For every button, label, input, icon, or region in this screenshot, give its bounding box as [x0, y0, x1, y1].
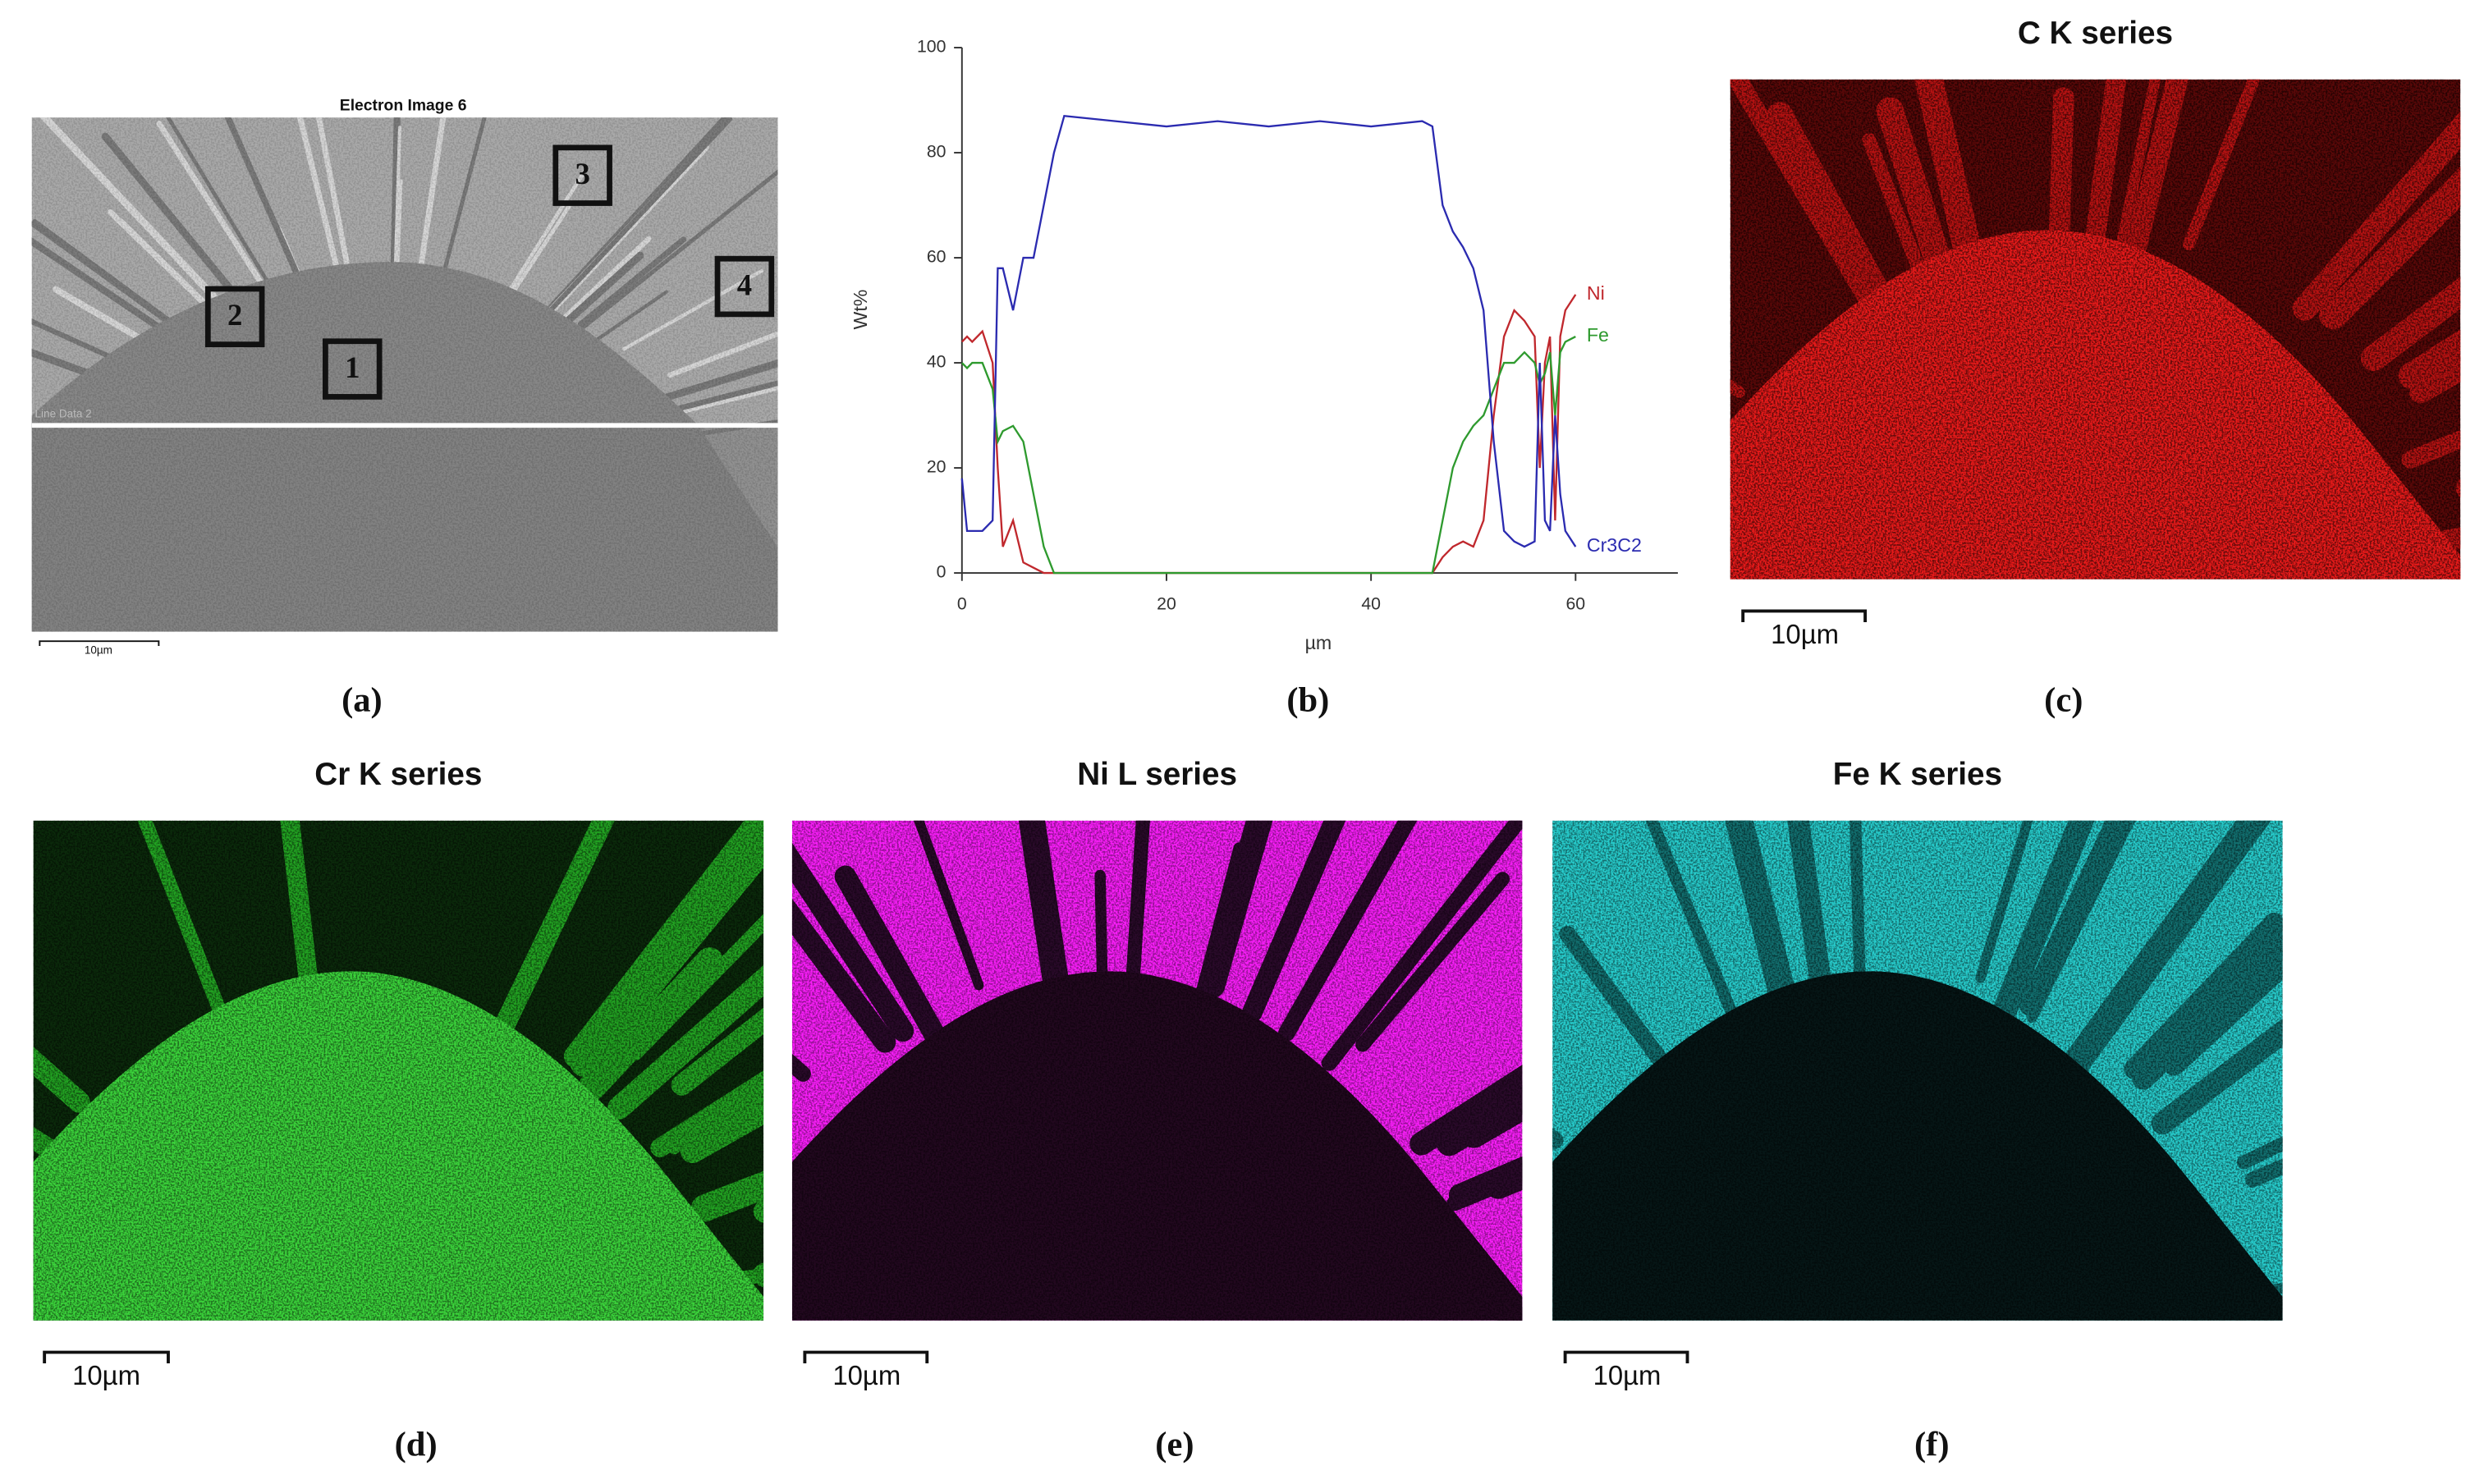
scale-bar	[803, 1350, 929, 1364]
dendrite	[2262, 1283, 2283, 1296]
series-line	[960, 336, 1576, 575]
speckle	[1552, 820, 2283, 1321]
dendrite	[2483, 487, 2489, 538]
speckle	[31, 117, 778, 632]
x-tick-label: 40	[1361, 593, 1381, 613]
y-axis-label: Wt%	[850, 290, 871, 330]
speckle	[791, 820, 1523, 1321]
region-box	[204, 286, 265, 347]
x-tick-label: 20	[1157, 593, 1176, 613]
panel-label: (f)	[1914, 1425, 1950, 1463]
series-line	[960, 294, 1577, 575]
panel-title: C K series	[2018, 16, 2173, 51]
y-tick-label: 100	[917, 37, 946, 57]
y-tick-label: 0	[937, 562, 947, 582]
series-line	[960, 114, 1577, 548]
region-number: 2	[227, 298, 242, 332]
region-number: 4	[737, 268, 752, 301]
series-label: Fe	[1587, 324, 1609, 346]
panel-label: (a)	[341, 680, 383, 719]
scale-bar	[43, 1350, 170, 1364]
scale-bar	[1563, 1350, 1689, 1364]
region-number: 3	[575, 157, 589, 190]
speckle	[1730, 79, 2461, 579]
panel-title: Cr K series	[314, 757, 482, 792]
x-tick-label: 0	[957, 593, 967, 613]
panel-label: (c)	[2044, 680, 2083, 719]
line-label: Line Data 2	[35, 407, 92, 419]
image-panel	[33, 820, 764, 1321]
speckle	[33, 820, 764, 1321]
image-panel	[791, 820, 1523, 1321]
dendrite	[2455, 479, 2461, 497]
scale-bar	[1741, 609, 1867, 623]
panel-title: Ni L series	[1077, 757, 1237, 792]
y-tick-label: 20	[927, 457, 947, 477]
series-label: Ni	[1587, 282, 1605, 304]
scale-bar-label: 10µm	[1593, 1360, 1662, 1390]
scale-bar	[39, 640, 160, 647]
dendrite	[2447, 562, 2461, 579]
panel-title: Fe K series	[1833, 757, 2002, 792]
y-tick-label: 80	[927, 142, 947, 162]
dendrite	[2244, 1158, 2283, 1188]
x-tick-label: 60	[1565, 593, 1585, 613]
series-label: Cr3C2	[1587, 534, 1642, 556]
region-box	[323, 338, 383, 400]
panel-label: (e)	[1155, 1425, 1194, 1463]
scale-bar-label: 10µm	[85, 644, 112, 656]
panel-label: (b)	[1286, 680, 1329, 719]
panel-label: (d)	[395, 1425, 438, 1463]
image-panel	[1552, 820, 2283, 1321]
dendrite	[1506, 461, 1676, 506]
image-panel	[1506, 79, 2489, 579]
scale-bar-label: 10µm	[1771, 619, 1839, 649]
x-axis-label: µm	[1305, 632, 1332, 653]
region-number: 1	[345, 350, 360, 384]
scale-bar-label: 10µm	[72, 1360, 140, 1390]
image-panel	[31, 117, 778, 632]
panel-title: Electron Image 6	[340, 98, 467, 115]
y-tick-label: 60	[927, 247, 947, 267]
region-box	[714, 255, 775, 318]
scale-bar-label: 10µm	[832, 1360, 901, 1390]
y-tick-label: 40	[927, 352, 947, 372]
region-box	[552, 144, 612, 206]
